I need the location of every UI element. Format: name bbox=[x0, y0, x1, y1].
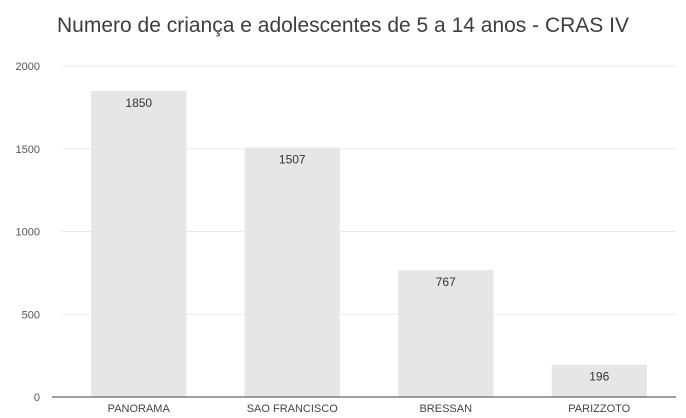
x-category-label: SAO FRANCISCO bbox=[247, 403, 339, 415]
y-tick-label: 2000 bbox=[16, 61, 40, 73]
x-category-label: PANORAMA bbox=[108, 403, 171, 415]
bar bbox=[244, 147, 340, 397]
bar bbox=[551, 364, 647, 397]
y-tick-label: 500 bbox=[22, 309, 40, 321]
x-category-label: BRESSAN bbox=[419, 403, 472, 415]
data-label: 1850 bbox=[125, 96, 152, 110]
data-label: 196 bbox=[589, 370, 609, 384]
y-tick-label: 1500 bbox=[16, 144, 40, 156]
y-tick-label: 0 bbox=[34, 392, 40, 404]
data-label: 1507 bbox=[279, 153, 306, 167]
bar bbox=[91, 90, 187, 397]
bar bbox=[398, 270, 494, 397]
x-category-label: PARIZZOTO bbox=[568, 403, 630, 415]
chart-title: Numero de criança e adolescentes de 5 a … bbox=[57, 14, 629, 37]
data-label: 767 bbox=[436, 275, 456, 289]
y-tick-label: 1000 bbox=[16, 227, 40, 239]
